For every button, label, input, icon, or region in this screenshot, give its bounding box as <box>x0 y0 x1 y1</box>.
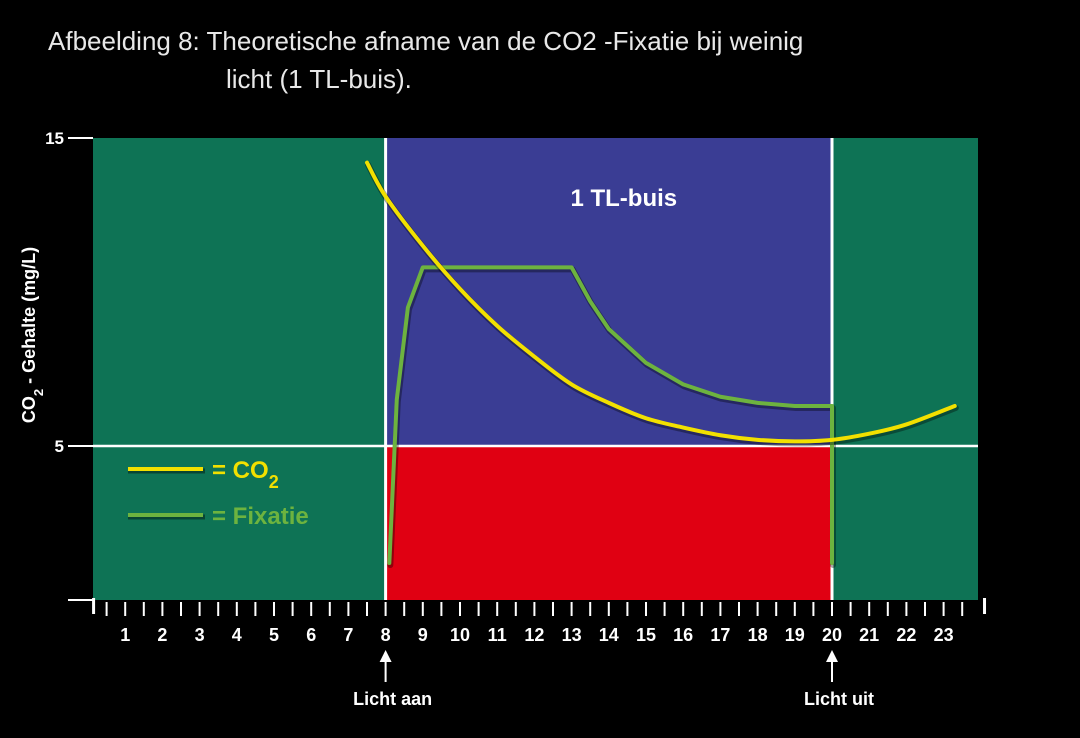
x-tick-label: 10 <box>450 625 470 645</box>
light-period-label: 1 TL-buis <box>570 185 677 212</box>
x-tick-label: 1 <box>120 625 130 645</box>
x-tick-label: 5 <box>269 625 279 645</box>
legend-label: = CO2 <box>212 457 279 492</box>
x-tick-label: 19 <box>785 625 805 645</box>
series-line-fixatie <box>387 265 834 566</box>
caption-line-2: licht (1 TL-buis). <box>226 64 412 94</box>
x-tick-label: 2 <box>157 625 167 645</box>
x-tick-label: 17 <box>710 625 730 645</box>
legend-label: = Fixatie <box>212 503 309 530</box>
x-tick-label: 20 <box>822 625 842 645</box>
y-axis-label: CO2 - Gehalte (mg/L) <box>19 247 46 423</box>
x-tick-label: 4 <box>232 625 242 645</box>
x-tick-label: 7 <box>343 625 353 645</box>
x-tick-label: 16 <box>673 625 693 645</box>
x-tick-label: 22 <box>896 625 916 645</box>
x-tick-label: 13 <box>562 625 582 645</box>
light-period-upper <box>385 138 832 446</box>
caption-line-1: Afbeelding 8: Theoretische afname van de… <box>48 26 804 56</box>
x-tick-label: 15 <box>636 625 656 645</box>
x-tick-label: 6 <box>306 625 316 645</box>
x-tick-label: 8 <box>381 625 391 645</box>
x-tick-label: 21 <box>859 625 879 645</box>
annotation-label: Licht uit <box>804 689 874 709</box>
annotation-label: Licht aan <box>353 689 432 709</box>
x-tick-label: 9 <box>418 625 428 645</box>
x-tick-label: 23 <box>934 625 954 645</box>
annotation-arrow-head <box>379 650 392 662</box>
series-line-co2 <box>365 160 957 444</box>
x-tick-label: 14 <box>599 625 619 645</box>
y-tick-label: 15 <box>45 129 64 148</box>
x-tick-label: 11 <box>488 625 507 645</box>
x-tick-label: 12 <box>524 625 544 645</box>
figure-caption: Afbeelding 8: Theoretische afname van de… <box>48 22 803 98</box>
annotation-arrow-head <box>826 650 838 662</box>
x-tick-label: 18 <box>748 625 768 645</box>
x-tick-label: 3 <box>195 625 205 645</box>
light-period-lower <box>385 446 832 600</box>
y-tick-label: 5 <box>55 437 64 456</box>
